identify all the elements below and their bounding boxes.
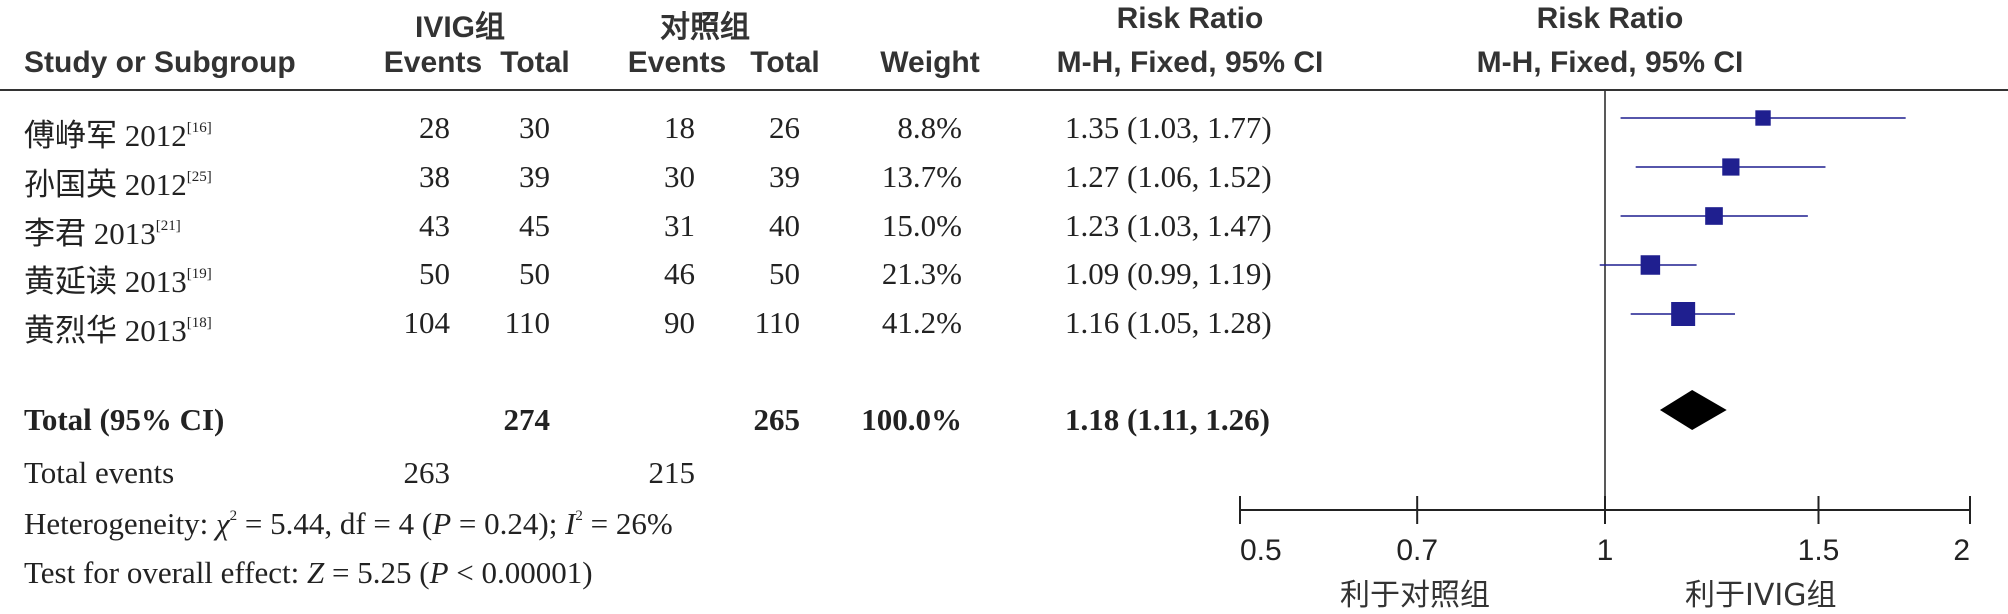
overall-effect-text: Test for overall effect: Z = 5.25 (P < 0… — [24, 555, 593, 591]
overall-p-value: < 0.00001) — [448, 555, 593, 590]
study-name: 黄烈华 2013[18] — [24, 305, 212, 350]
study-name: 李君 2013[21] — [24, 208, 181, 253]
weight-header: Weight — [880, 46, 980, 79]
study-name: 傅峥军 2012[16] — [24, 110, 212, 155]
risk-ratio-ci-cell: 1.23 (1.03, 1.47) — [1065, 208, 1272, 243]
exp-total-cell: 50 — [519, 256, 550, 291]
weight-cell: 15.0% — [881, 208, 962, 243]
risk-ratio-ci-cell: 1.35 (1.03, 1.77) — [1065, 110, 1272, 145]
chi-value: = 5.44, df = 4 ( — [237, 506, 433, 541]
rr-method-header: M-H, Fixed, 95% CI — [1056, 46, 1324, 79]
group-ctl-header: 对照组 — [660, 11, 750, 44]
heterogeneity-p-value: = 0.24); — [451, 506, 566, 541]
chi-superscript: 2 — [229, 508, 238, 524]
rr-title-header: Risk Ratio — [1116, 2, 1264, 35]
point-estimate-square — [1705, 207, 1723, 225]
total-row-ci: 1.18 (1.11, 1.26) — [1065, 402, 1270, 437]
header-rule — [0, 89, 2008, 91]
chi-symbol: χ — [215, 506, 230, 541]
ctl-total-cell: 110 — [754, 305, 800, 340]
study-name-text: 黄延读 2013 — [24, 264, 187, 299]
ctl-events-cell: 18 — [664, 110, 695, 145]
ctl-total-cell: 39 — [769, 159, 800, 194]
ctl-total-header: Total — [750, 46, 820, 79]
events-row-label: Total events — [24, 455, 175, 490]
exp-events-cell: 50 — [419, 256, 450, 291]
i-symbol: I — [565, 506, 576, 541]
x-tick-label: 1.5 — [1798, 534, 1840, 567]
ctl-total-cell: 50 — [769, 256, 800, 291]
exp-total-cell: 110 — [504, 305, 550, 340]
exp-total-header: Total — [500, 46, 570, 79]
x-tick-label: 0.7 — [1396, 534, 1438, 567]
ctl-events-cell: 46 — [664, 256, 695, 291]
z-value: = 5.25 ( — [324, 555, 430, 590]
study-name-text: 孙国英 2012 — [24, 167, 187, 202]
point-estimate-square — [1640, 255, 1661, 275]
study-name: 孙国英 2012[25] — [24, 159, 212, 204]
ctl-events-cell: 31 — [664, 208, 695, 243]
ctl-events-header: Events — [627, 46, 727, 79]
exp-events-cell: 28 — [419, 110, 450, 145]
ctl-events-cell: 30 — [664, 159, 695, 194]
group-exp-header: IVIG组 — [414, 11, 505, 44]
study-reference: [21] — [155, 218, 181, 234]
heterogeneity-text: Heterogeneity: χ2 = 5.44, df = 4 (P = 0.… — [24, 506, 673, 542]
study-name-text: 李君 2013 — [24, 216, 156, 251]
z-symbol: Z — [307, 555, 325, 590]
ctl-total-cell: 26 — [769, 110, 800, 145]
events-row-ctl-events: 215 — [648, 455, 696, 490]
x-tick-label: 0.5 — [1240, 534, 1282, 567]
total-row-exp-total: 274 — [503, 402, 551, 437]
favours-control-label: 利于对照组 — [1340, 578, 1490, 613]
plot-title-header: Risk Ratio — [1536, 2, 1684, 35]
study-name-text: 傅峥军 2012 — [24, 118, 187, 153]
risk-ratio-ci-cell: 1.16 (1.05, 1.28) — [1065, 305, 1272, 340]
favours-ivig-label: 利于IVIG组 — [1685, 578, 1837, 613]
heterogeneity-prefix: Heterogeneity: — [24, 506, 216, 541]
exp-total-cell: 45 — [519, 208, 550, 243]
weight-cell: 8.8% — [897, 110, 962, 145]
study-column-header: Study or Subgroup — [24, 46, 296, 79]
risk-ratio-ci-cell: 1.27 (1.06, 1.52) — [1065, 159, 1272, 194]
study-reference: [19] — [186, 266, 212, 282]
ctl-events-cell: 90 — [664, 305, 695, 340]
point-estimate-square — [1755, 110, 1771, 126]
exp-total-cell: 30 — [519, 110, 550, 145]
heterogeneity-p-symbol: P — [432, 506, 452, 541]
pooled-diamond — [1659, 390, 1727, 430]
ctl-total-cell: 40 — [769, 208, 800, 243]
point-estimate-square — [1671, 302, 1696, 326]
x-tick-label: 2 — [1953, 534, 1970, 567]
risk-ratio-ci-cell: 1.09 (0.99, 1.19) — [1065, 256, 1272, 291]
overall-prefix: Test for overall effect: — [24, 555, 308, 590]
weight-cell: 41.2% — [881, 305, 962, 340]
point-estimate-square — [1722, 158, 1740, 176]
x-tick-label: 1 — [1597, 534, 1614, 567]
exp-events-cell: 104 — [403, 305, 451, 340]
study-name: 黄延读 2013[19] — [24, 256, 212, 301]
study-reference: [16] — [186, 120, 212, 136]
total-row-ctl-total: 265 — [753, 402, 801, 437]
exp-events-header: Events — [383, 46, 483, 79]
i-superscript: 2 — [575, 508, 583, 524]
study-name-text: 黄烈华 2013 — [24, 313, 187, 348]
plot-method-header: M-H, Fixed, 95% CI — [1476, 46, 1744, 79]
events-row-exp-events: 263 — [403, 455, 451, 490]
exp-events-cell: 38 — [419, 159, 450, 194]
study-reference: [18] — [186, 315, 212, 331]
exp-total-cell: 39 — [519, 159, 550, 194]
exp-events-cell: 43 — [419, 208, 450, 243]
total-row-weight: 100.0% — [861, 402, 962, 437]
weight-cell: 21.3% — [881, 256, 962, 291]
total-row-label: Total (95% CI) — [24, 402, 225, 437]
study-reference: [25] — [186, 169, 212, 185]
overall-p-symbol: P — [429, 555, 449, 590]
i-squared-value: = 26% — [582, 506, 673, 541]
weight-cell: 13.7% — [881, 159, 962, 194]
